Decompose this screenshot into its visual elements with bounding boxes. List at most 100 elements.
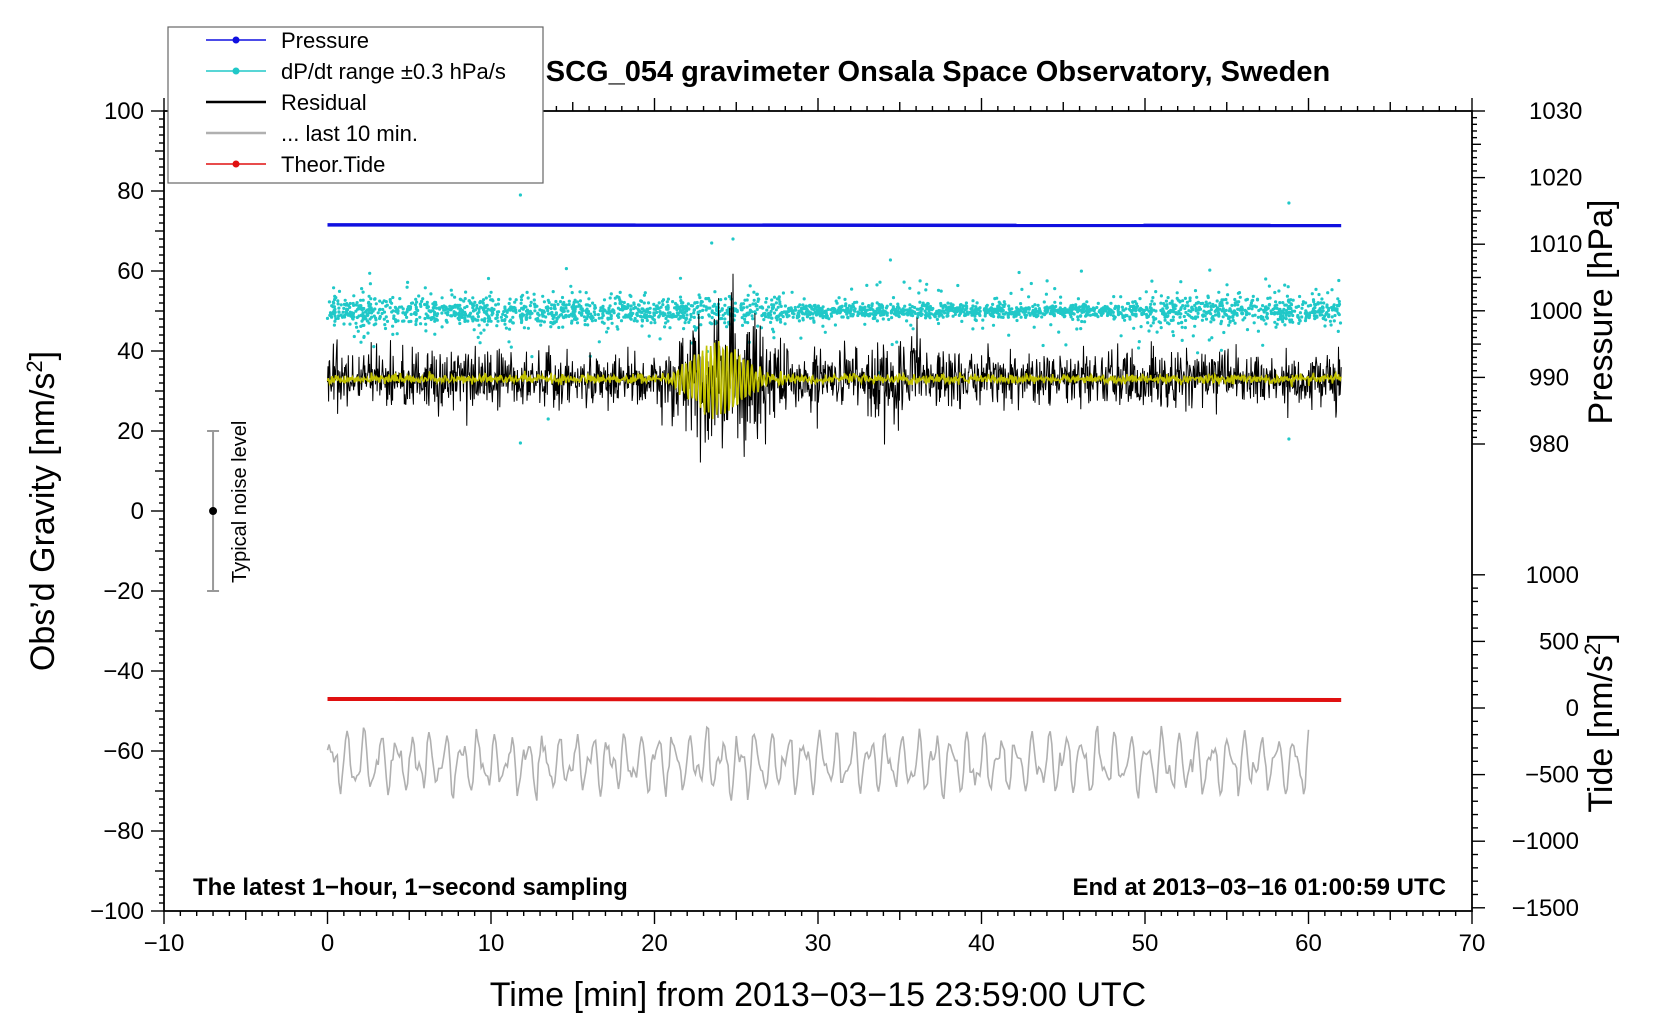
dpdt-point — [424, 329, 428, 333]
dpdt-point — [1313, 317, 1317, 321]
dpdt-point — [496, 302, 500, 306]
dpdt-point — [546, 309, 550, 313]
dpdt-point — [915, 307, 919, 311]
dpdt-point — [345, 307, 349, 311]
dpdt-point — [693, 328, 698, 332]
dpdt-point — [1027, 311, 1031, 315]
dpdt-point — [1054, 304, 1058, 309]
dpdt-point — [1171, 318, 1175, 322]
dpdt-point — [524, 315, 529, 319]
dpdt-point — [574, 305, 578, 309]
dpdt-point — [901, 309, 906, 313]
dpdt-point — [909, 323, 913, 327]
dpdt-point — [1038, 310, 1043, 314]
dpdt-point — [1337, 299, 1341, 304]
dpdt-point — [572, 300, 576, 305]
pressure-tick-label: 1010 — [1529, 231, 1582, 258]
dpdt-point — [597, 340, 601, 344]
dpdt-point — [643, 291, 647, 295]
dpdt-point — [1099, 313, 1104, 317]
dpdt-point — [1183, 306, 1187, 311]
dpdt-point — [965, 310, 969, 314]
dpdt-point — [457, 314, 461, 318]
dpdt-point — [855, 300, 859, 304]
dpdt-point — [672, 315, 676, 319]
dpdt-point — [1049, 323, 1053, 327]
dpdt-point — [818, 306, 822, 310]
dpdt-point — [526, 296, 530, 300]
dpdt-point — [567, 302, 571, 307]
dpdt-point — [368, 282, 372, 286]
dpdt-point — [336, 299, 340, 303]
dpdt-point — [605, 311, 609, 315]
dpdt-point — [406, 280, 410, 284]
dpdt-point — [532, 298, 536, 302]
dpdt-point — [1029, 281, 1033, 286]
dpdt-point — [546, 312, 551, 316]
dpdt-point — [362, 334, 366, 339]
dpdt-point — [1119, 295, 1123, 299]
dpdt-point — [518, 441, 523, 445]
dpdt-point — [1209, 308, 1213, 312]
dpdt-point — [596, 313, 601, 317]
dpdt-point — [378, 299, 382, 303]
dpdt-point — [708, 299, 712, 303]
dpdt-point — [1284, 317, 1288, 321]
dpdt-point — [1031, 304, 1035, 309]
dpdt-point — [1151, 296, 1155, 300]
dpdt-point — [791, 315, 795, 319]
dpdt-point — [1024, 313, 1029, 317]
dpdt-point — [1184, 310, 1188, 315]
dpdt-point — [936, 288, 941, 292]
x-tick-label: 10 — [478, 930, 505, 957]
dpdt-point — [906, 312, 910, 316]
dpdt-point — [658, 310, 662, 314]
dpdt-point — [486, 314, 490, 318]
dpdt-point — [743, 320, 747, 324]
dpdt-point — [610, 321, 614, 325]
dpdt-point — [881, 305, 885, 310]
dpdt-point — [1275, 306, 1279, 310]
dpdt-point — [1330, 308, 1334, 312]
dpdt-point — [619, 319, 624, 323]
dpdt-point — [1137, 346, 1141, 350]
dpdt-point — [1095, 305, 1099, 310]
tide-tick-label: −1500 — [1512, 895, 1579, 922]
dpdt-point — [843, 304, 848, 308]
y-tick-label: −20 — [103, 578, 144, 605]
dpdt-point — [1064, 310, 1068, 314]
dpdt-point — [1251, 314, 1255, 318]
dpdt-point — [1063, 306, 1067, 310]
dpdt-point — [875, 283, 879, 287]
dpdt-point — [723, 317, 727, 321]
dpdt-point — [369, 302, 373, 306]
dpdt-point — [812, 319, 816, 323]
dpdt-point — [337, 310, 341, 314]
dpdt-point — [1121, 308, 1125, 312]
dpdt-point — [564, 313, 568, 318]
dpdt-point — [811, 316, 815, 320]
dpdt-point — [557, 315, 561, 319]
dpdt-point — [1113, 306, 1117, 311]
dpdt-point — [1253, 304, 1257, 308]
dpdt-point — [502, 310, 506, 314]
dpdt-point — [881, 312, 885, 317]
dpdt-point — [913, 305, 917, 310]
dpdt-point — [1304, 314, 1308, 318]
dpdt-point — [942, 304, 946, 308]
dpdt-point — [654, 304, 658, 308]
dpdt-point — [1241, 311, 1245, 316]
dpdt-point — [870, 303, 874, 307]
dpdt-point — [1181, 299, 1185, 303]
dpdt-point — [896, 302, 900, 306]
dpdt-point — [478, 341, 482, 345]
dpdt-point — [333, 319, 337, 323]
dpdt-point — [1079, 269, 1083, 273]
dpdt-point — [693, 301, 697, 305]
dpdt-point — [564, 306, 568, 310]
dpdt-point — [1132, 326, 1136, 330]
dpdt-point — [666, 304, 670, 308]
dpdt-point — [495, 324, 499, 328]
dpdt-point — [671, 300, 675, 304]
dpdt-point — [702, 304, 706, 308]
